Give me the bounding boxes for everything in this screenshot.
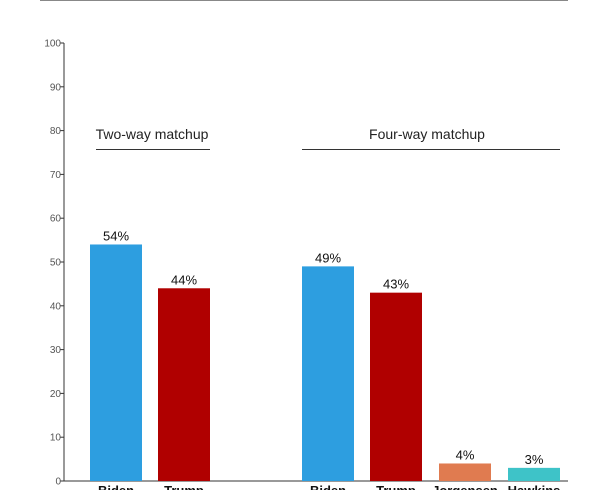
category-label: Biden: [98, 483, 134, 490]
bar: [370, 292, 422, 481]
group-title: Two-way matchup: [96, 126, 209, 142]
y-tick-label: 90: [50, 82, 62, 93]
bar: [508, 467, 560, 481]
category-label: Trump: [376, 483, 416, 490]
bar-value-label: 3%: [525, 452, 544, 467]
bar-group: Four-way matchup 49% Biden 43% Trump 4% Jorgen…: [302, 126, 560, 490]
y-tick-label: 100: [44, 39, 61, 50]
bar-value-label: 49%: [315, 250, 341, 265]
y-tick-label: 70: [50, 170, 62, 181]
bar-value-label: 44%: [171, 272, 197, 287]
bar: [302, 266, 354, 481]
y-tick-label: 80: [50, 126, 62, 137]
bar-groups: Two-way matchup54%Biden44%TrumpFour-way …: [90, 126, 560, 490]
bar: [158, 288, 210, 481]
bar-group: Two-way matchup 54% Biden 44% Trump: [90, 126, 210, 490]
bar-value-label: 54%: [103, 228, 129, 243]
y-tick-label: 20: [50, 389, 62, 400]
y-tick-label: 0: [55, 477, 61, 488]
category-label: Jorgensen: [432, 483, 498, 490]
bar: [90, 244, 142, 481]
category-label: Hawkins: [508, 483, 561, 490]
y-tick-label: 50: [50, 258, 62, 269]
y-tick-label: 40: [50, 301, 62, 312]
y-tick-label: 60: [50, 214, 62, 225]
y-tick-label: 30: [50, 345, 62, 356]
y-tick-label: 10: [50, 433, 62, 444]
category-label: Trump: [164, 483, 204, 490]
group-title: Four-way matchup: [369, 126, 485, 142]
category-label: Biden: [310, 483, 346, 490]
bar-value-label: 43%: [383, 277, 409, 292]
bar: [439, 463, 491, 481]
bar-value-label: 4%: [456, 447, 475, 462]
y-axis-ticks: 0 10 20 30 40 50 60 70 80 90 100: [44, 39, 64, 488]
